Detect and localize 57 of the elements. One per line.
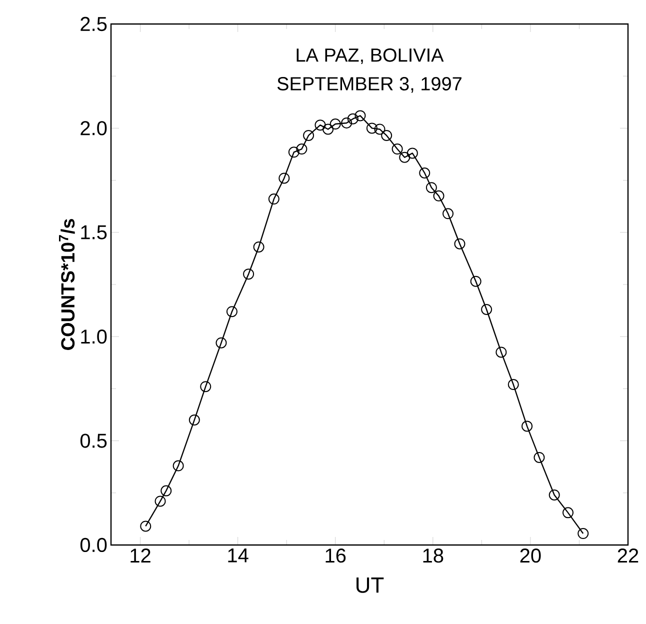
- point: [268, 194, 280, 205]
- point: [243, 268, 254, 280]
- point: [454, 238, 466, 250]
- point: [534, 452, 545, 463]
- point: [330, 118, 341, 130]
- point: [322, 124, 334, 135]
- point: [253, 241, 264, 252]
- point: [226, 306, 238, 318]
- point: [188, 414, 200, 426]
- text: SEPTEMBER 3, 1997: [277, 77, 462, 93]
- point: [347, 113, 358, 124]
- y-axis-title: COUNTS*10$^{7}$/s: [59, 219, 75, 350]
- text: LA PAZ, BOLIVIA: [296, 48, 444, 64]
- x-tick-label: 14: [228, 548, 248, 562]
- point: [381, 130, 392, 141]
- point: [433, 190, 444, 202]
- point: [154, 496, 166, 507]
- point: [140, 520, 152, 532]
- point: [160, 485, 172, 496]
- y-tick-label: 1.0: [81, 330, 107, 344]
- point: [578, 528, 589, 540]
- point: [200, 381, 212, 392]
- x-tick-label: 18: [423, 548, 444, 563]
- y-tick-label: 1.5: [81, 225, 107, 240]
- point: [288, 146, 300, 158]
- point: [399, 152, 410, 163]
- point: [278, 172, 290, 184]
- y-tick-label: 0.5: [80, 434, 107, 448]
- point: [366, 122, 378, 134]
- y-tick-label: 2.0: [80, 121, 107, 136]
- x-tick-label: 16: [326, 548, 346, 563]
- point: [314, 120, 326, 131]
- point: [303, 130, 314, 141]
- point: [481, 304, 492, 315]
- point: [341, 117, 352, 128]
- point: [216, 337, 227, 348]
- point: [392, 144, 403, 155]
- x-tick-label: 22: [618, 548, 638, 562]
- point: [426, 182, 437, 194]
- point: [442, 208, 454, 220]
- point: [406, 148, 418, 159]
- point: [508, 379, 519, 390]
- point: [496, 346, 507, 358]
- x-axis-title: UT: [356, 578, 384, 593]
- point: [419, 168, 430, 178]
- point: [354, 110, 366, 122]
- point: [522, 420, 533, 432]
- point: [470, 276, 482, 287]
- point: [296, 144, 308, 155]
- x-tick-label: 12: [130, 548, 150, 562]
- x-tick-label: 20: [520, 548, 541, 563]
- point: [374, 124, 386, 135]
- point: [548, 489, 560, 500]
- y-tick-label: 0.0: [80, 538, 107, 552]
- point: [172, 460, 184, 472]
- point: [562, 507, 574, 518]
- y-tick-label: 2.5: [80, 16, 107, 32]
